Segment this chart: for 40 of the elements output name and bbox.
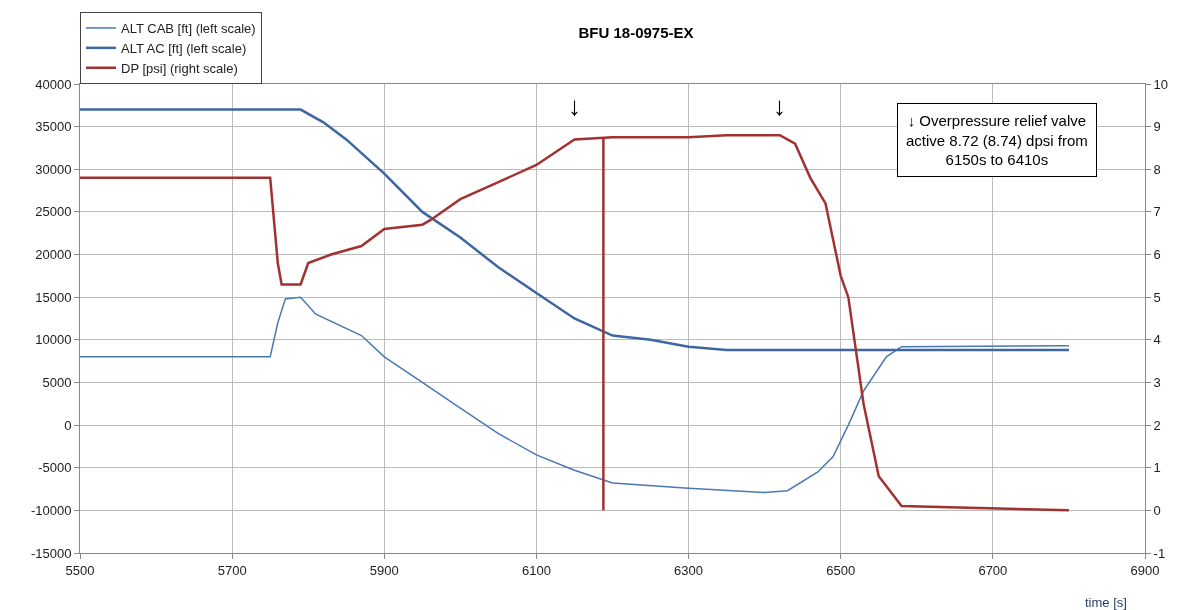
legend-label: ALT AC [ft] (left scale): [121, 40, 247, 56]
annotation: ↓: [568, 91, 581, 121]
annotation: ↓ Overpressure relief valve active 8.72 (8.74) dpsi from 6150s to 6410s: [906, 112, 1088, 168]
y2-tick-label: 9: [1153, 119, 1161, 135]
y2-tick-label: 4: [1153, 332, 1161, 348]
y-tick-label: -15000: [30, 545, 72, 561]
y-tick-label: 25000: [35, 204, 72, 220]
x-tick-label: 6500: [826, 562, 856, 578]
y2-tick-label: 3: [1153, 375, 1161, 390]
chart-title: BFU 18-0975-EX: [578, 23, 694, 41]
y2-tick-label: 7: [1153, 204, 1161, 220]
y2-tick-label: -1: [1153, 545, 1166, 561]
y2-tick-label: 10: [1153, 76, 1169, 92]
y-tick-label: 0: [64, 417, 72, 433]
legend-label: ALT CAB [ft] (left scale): [121, 21, 256, 37]
x-tick-label: 6300: [674, 562, 704, 578]
y-tick-label: 35000: [35, 119, 72, 135]
y2-tick-label: 1: [1153, 460, 1161, 476]
y-tick-label: 5000: [42, 375, 72, 390]
x-tick-label: 6700: [978, 562, 1008, 578]
y2-tick-label: 8: [1153, 161, 1161, 177]
x-tick-label: 5500: [65, 562, 95, 578]
y-tick-label: -5000: [38, 460, 72, 476]
y2-tick-label: 0: [1153, 502, 1161, 518]
y2-tick-label: 6: [1153, 247, 1161, 263]
y2-tick-label: 2: [1153, 417, 1161, 433]
y2-tick-label: 5: [1153, 289, 1161, 305]
x-tick-label: 6100: [521, 562, 551, 578]
annotation: ↓: [773, 91, 786, 121]
x-tick-label: 5900: [369, 562, 399, 578]
y-tick-label: 30000: [35, 161, 72, 177]
y-tick-label: 15000: [35, 289, 72, 305]
x-tick-label: 6900: [1130, 562, 1160, 578]
y-tick-label: -10000: [30, 502, 72, 518]
y-tick-label: 20000: [35, 247, 72, 263]
y-tick-label: 40000: [35, 76, 72, 92]
y-tick-label: 10000: [35, 332, 72, 348]
x-tick-label: 5700: [217, 562, 247, 578]
legend-label: DP [psi] (right scale): [121, 60, 238, 76]
x-axis-title: time [s]: [1085, 595, 1127, 610]
